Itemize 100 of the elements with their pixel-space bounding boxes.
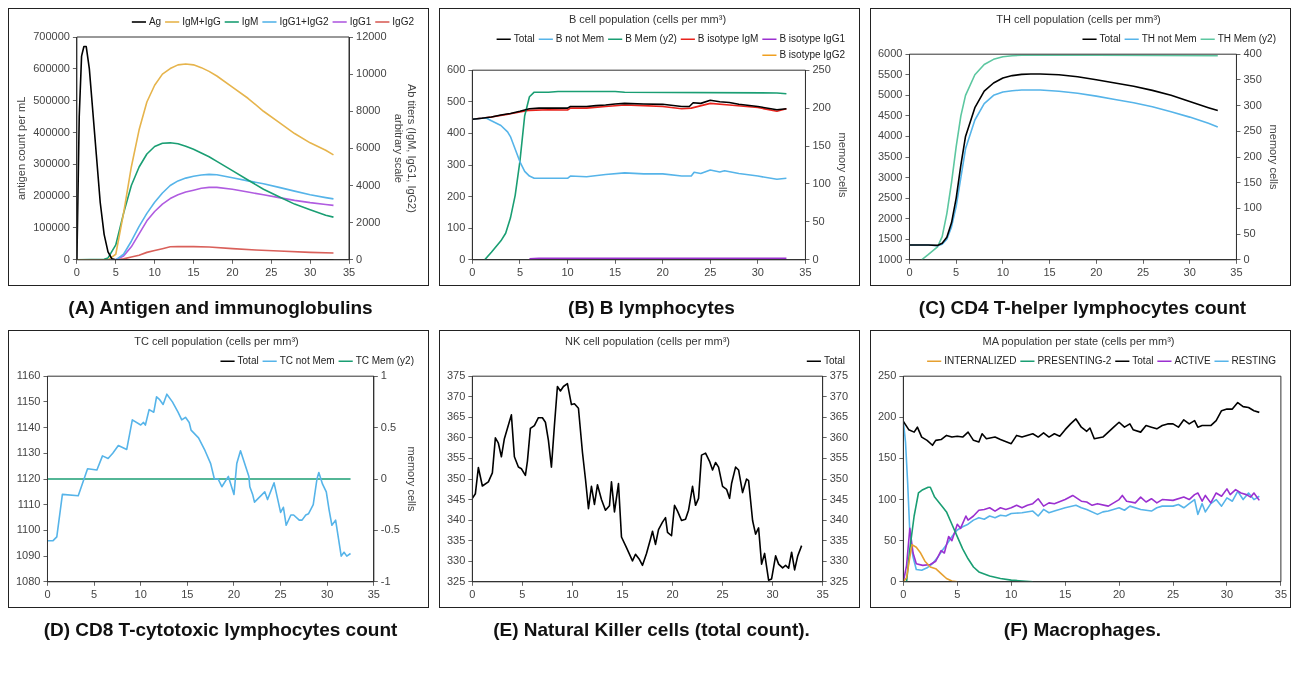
y2-tick-label: 50 <box>1243 227 1256 240</box>
x-tick-label: 5 <box>91 588 98 601</box>
x-tick-label: 20 <box>226 266 239 279</box>
x-tick-label: 15 <box>1059 588 1072 601</box>
y-tick-label: 1500 <box>877 232 903 245</box>
y2-tick-label: 345 <box>829 492 849 505</box>
x-tick-label: 25 <box>716 588 729 601</box>
y2-tick-label: 4000 <box>356 178 381 191</box>
y-tick-label: 50 <box>884 533 897 546</box>
legend-label: TC not Mem <box>279 354 335 366</box>
y-tick-label: 355 <box>446 451 466 464</box>
legend-label: RESTING <box>1231 354 1277 366</box>
y-tick-label: 4000 <box>877 129 903 142</box>
y2-tick-label: 350 <box>1243 72 1262 85</box>
y-tick-label: 360 <box>446 430 466 443</box>
y2-tick-label: 250 <box>812 63 831 76</box>
y-tick-label: 100 <box>877 492 897 505</box>
x-tick-label: 35 <box>816 588 829 601</box>
text: (B) B lymphocytes <box>568 297 735 319</box>
x-tick-label: 0 <box>469 588 476 601</box>
x-tick-label: 30 <box>304 266 317 279</box>
x-tick-label: 20 <box>656 266 669 279</box>
x-tick-label: 10 <box>561 266 574 279</box>
y2-tick-label: 0 <box>356 252 363 265</box>
y2-tick-label: 370 <box>829 389 849 402</box>
y2-tick-label: 330 <box>829 554 849 567</box>
y2-tick-label: 300 <box>1243 98 1262 111</box>
y-tick-label: 1120 <box>16 472 41 485</box>
y-tick-label: 500 <box>446 94 466 107</box>
x-tick-label: 15 <box>181 588 194 601</box>
y2-tick-label: 8000 <box>356 104 381 117</box>
y-tick-label: 400000 <box>33 125 70 138</box>
y-tick-label: 500000 <box>33 93 70 106</box>
x-tick-label: 0 <box>73 266 80 279</box>
y-tick-label: 200 <box>877 410 897 423</box>
y2-tick-label: -0.5 <box>380 523 400 536</box>
legend-label: B isotype IgM <box>697 32 759 44</box>
y-tick-label: 200 <box>446 189 466 202</box>
y-tick-label: 600 <box>446 63 466 76</box>
x-tick-label: 30 <box>751 266 764 279</box>
y2-axis-title: memory cells <box>406 446 419 512</box>
y-tick-label: 100000 <box>33 221 70 233</box>
y2-axis-title: memory cells <box>837 132 850 198</box>
y-tick-label: 2500 <box>877 191 903 204</box>
text: (D) CD8 T-cytotoxic lymphocytes count <box>43 619 398 641</box>
y-tick-label: 365 <box>446 410 466 423</box>
y-tick-label: 1150 <box>16 394 41 407</box>
y-tick-label: 700000 <box>33 30 70 43</box>
y-tick-label: 0 <box>890 574 897 587</box>
y2-tick-label: 350 <box>829 472 849 485</box>
legend-label: B isotype IgG2 <box>779 48 846 60</box>
x-tick-label: 35 <box>1274 588 1288 601</box>
x-tick-label: 15 <box>1043 266 1056 279</box>
y-tick-label: 300 <box>446 158 466 171</box>
y-tick-label: 2000 <box>877 211 903 224</box>
y2-tick-label: -1 <box>380 574 391 587</box>
chart-title: B cell population (cells per mm³) <box>568 12 727 25</box>
x-tick-label: 15 <box>187 266 200 279</box>
x-tick-label: 10 <box>566 588 579 601</box>
chart-title: TC cell population (cells per mm³) <box>134 334 299 347</box>
x-tick-label: 10 <box>1005 588 1018 601</box>
y-tick-label: 330 <box>446 554 466 567</box>
x-tick-label: 5 <box>953 266 960 279</box>
y-tick-label: 5500 <box>877 67 903 80</box>
y2-tick-label: 0 <box>1243 252 1250 265</box>
legend-label: Total <box>1132 354 1154 366</box>
y-tick-label: 1130 <box>16 446 41 459</box>
y2-tick-label: 355 <box>829 451 849 464</box>
y2-tick-label: 10000 <box>356 67 387 80</box>
legend-label: IgG2 <box>392 15 415 27</box>
y2-tick-label: 200 <box>1243 150 1262 163</box>
y-tick-label: 0 <box>459 252 466 265</box>
y-tick-label: 150 <box>877 451 897 464</box>
x-tick-label: 35 <box>799 266 812 279</box>
y-tick-label: 4500 <box>877 108 903 121</box>
legend-label: IgG1+IgG2 <box>279 15 330 27</box>
x-tick-label: 5 <box>954 588 961 601</box>
legend-label: B not Mem <box>555 32 605 44</box>
x-tick-label: 35 <box>367 588 380 601</box>
y-tick-label: 600000 <box>33 61 70 74</box>
y2-tick-label: 0.5 <box>380 420 397 433</box>
x-tick-label: 30 <box>1220 588 1234 601</box>
legend-label: TH not Mem <box>1141 32 1197 44</box>
y-tick-label: 1000 <box>877 252 903 265</box>
y-tick-label: 300000 <box>33 157 70 170</box>
y-tick-label: 1160 <box>16 369 41 382</box>
y-tick-label: 325 <box>446 574 466 587</box>
legend-label: IgG1 <box>349 15 372 27</box>
y-tick-label: 3000 <box>877 170 903 183</box>
y2-axis-title: Ab titers (IgM, IgG1, IgG2) arbitrary scale <box>393 83 419 213</box>
legend-label: Total <box>237 354 259 366</box>
x-tick-label: 10 <box>148 266 161 279</box>
x-tick-label: 20 <box>666 588 679 601</box>
x-tick-label: 25 <box>1136 266 1150 279</box>
text: (F) Macrophages. <box>1003 619 1162 641</box>
text: (A) Antigen and immunoglobulins <box>68 297 373 319</box>
y2-tick-label: 325 <box>829 574 849 587</box>
y2-tick-label: 360 <box>829 430 849 443</box>
y2-tick-label: 1 <box>380 369 387 382</box>
x-tick-label: 10 <box>134 588 147 601</box>
